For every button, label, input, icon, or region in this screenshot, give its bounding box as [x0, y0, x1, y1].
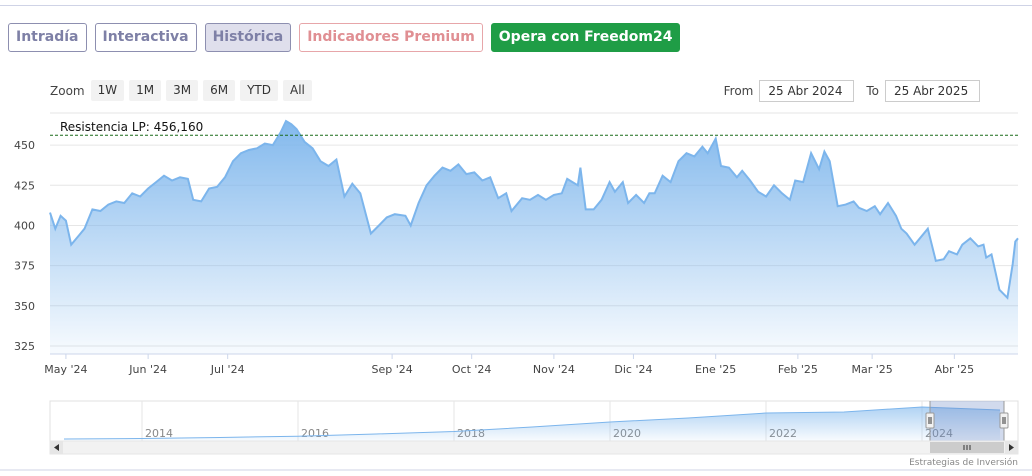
x-tick-label: Feb '25 [778, 363, 818, 376]
tab-interactiva[interactable]: Interactiva [94, 23, 197, 52]
to-date-input[interactable]: 25 Abr 2025 [885, 80, 980, 102]
y-tick-label: 325 [14, 340, 35, 353]
x-tick-label: Dic '24 [614, 363, 652, 376]
to-label: To [866, 84, 879, 98]
tab-indicadores-premium[interactable]: Indicadores Premium [299, 23, 483, 52]
opera-freedom24-button[interactable]: Opera con Freedom24 [490, 23, 681, 52]
y-tick-label: 350 [14, 300, 35, 313]
scrollbar-grip-icon [963, 445, 971, 450]
x-tick-label: Jul '24 [210, 363, 245, 376]
resistance-label: Resistencia LP: 456,160 [60, 120, 203, 134]
zoom-3m-button[interactable]: 3M [166, 80, 199, 101]
x-tick-label: Sep '24 [371, 363, 412, 376]
price-line [49, 119, 1019, 300]
zoom-6m-button[interactable]: 6M [203, 80, 236, 101]
tab-historica[interactable]: Histórica [204, 23, 292, 52]
chart-type-tabs: Intradía Interactiva Histórica Indicador… [8, 23, 681, 52]
navigator-left-handle[interactable] [925, 412, 935, 429]
zoom-controls: Zoom 1W 1M 3M 6M YTD All [50, 80, 312, 101]
y-tick-label: 375 [14, 260, 35, 273]
tab-intradia[interactable]: Intradía [8, 23, 87, 52]
x-tick-label: Oct '24 [452, 363, 492, 376]
x-tick-label: May '24 [44, 363, 87, 376]
y-tick-label: 450 [14, 139, 35, 152]
x-axis-ticks: May '24 Jun '24 Jul '24 Sep '24 Oct '24 Nov '… [44, 354, 974, 376]
x-tick-label: Jun '24 [128, 363, 167, 376]
scrollbar-right-arrow[interactable] [1005, 441, 1018, 454]
top-divider [0, 5, 1032, 6]
zoom-ytd-button[interactable]: YTD [240, 80, 278, 101]
y-tick-label: 400 [14, 219, 35, 232]
zoom-all-button[interactable]: All [283, 80, 312, 101]
navigator-line [63, 406, 1001, 440]
navigator-tick-label: 2014 [145, 427, 173, 440]
chart-credit[interactable]: Estrategias de Inversión [909, 457, 1018, 468]
price-area [50, 121, 1018, 354]
scrollbar-track[interactable] [49, 440, 1019, 455]
from-date-input[interactable]: 25 Abr 2024 [759, 80, 855, 102]
navigator[interactable]: 201420162018202020222024 [49, 400, 1019, 442]
zoom-label: Zoom [50, 83, 85, 98]
x-tick-label: Mar '25 [851, 363, 892, 376]
navigator-right-handle[interactable] [999, 412, 1009, 429]
scrollbar-left-arrow[interactable] [50, 441, 63, 454]
y-axis-tick-labels: 325 350 375 400 425 450 [14, 139, 35, 353]
x-tick-label: Abr '25 [935, 363, 975, 376]
x-tick-label: Nov '24 [533, 363, 575, 376]
scrollbar[interactable] [49, 440, 1019, 455]
navigator-selection-mask[interactable] [930, 401, 1004, 441]
zoom-1m-button[interactable]: 1M [129, 80, 162, 101]
zoom-1w-button[interactable]: 1W [90, 80, 125, 101]
navigator-area [64, 407, 1000, 441]
y-tick-label: 425 [14, 179, 35, 192]
x-tick-label: Ene '25 [695, 363, 736, 376]
date-range-selector: From 25 Abr 2024 To 25 Abr 2025 [724, 80, 980, 102]
from-label: From [723, 84, 754, 98]
